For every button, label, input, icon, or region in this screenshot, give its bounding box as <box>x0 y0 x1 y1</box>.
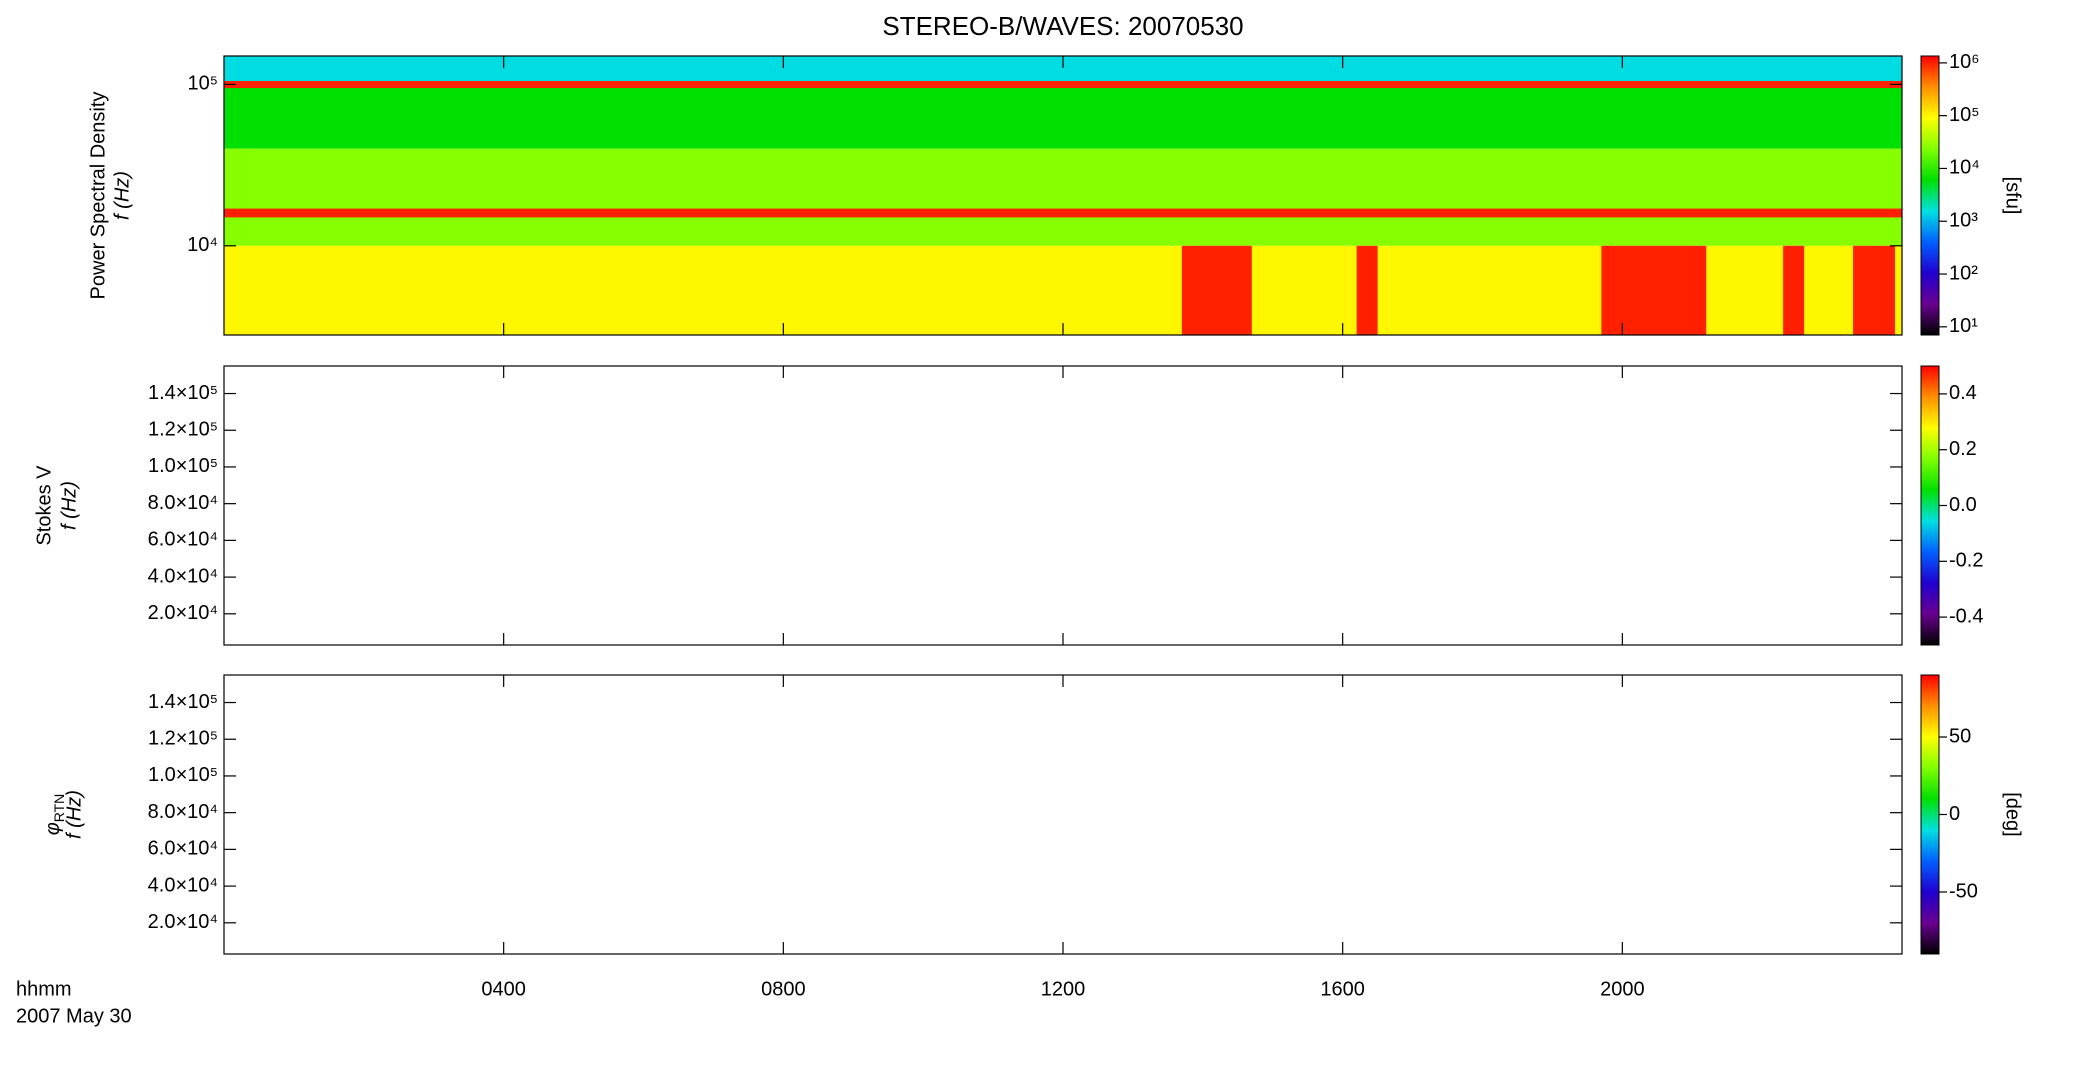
x-tick-label: 1600 <box>1320 978 1365 1000</box>
colorbar-tick-label: -0.2 <box>1949 550 1983 572</box>
y-tick-label: 1.4×10⁵ <box>148 691 218 713</box>
colorbar-label: [sfu] <box>2002 177 2024 215</box>
y-tick-label: 6.0×10⁴ <box>148 529 218 551</box>
colorbar-tick-label: 10³ <box>1949 210 1978 232</box>
x-tick-label: 0400 <box>481 978 526 1000</box>
x-axis-label: hhmm <box>16 978 72 1000</box>
y-tick-label: 1.0×10⁵ <box>148 455 218 477</box>
x-tick-label: 1200 <box>1041 978 1086 1000</box>
y-tick-label: 4.0×10⁴ <box>148 565 218 587</box>
y-tick-label: 10⁵ <box>187 73 218 95</box>
spectrogram-cell <box>1601 245 1707 335</box>
x-axis-date: 2007 May 30 <box>16 1005 132 1027</box>
y-tick-label: 8.0×10⁴ <box>148 801 218 823</box>
y-axis-label: f (Hz) <box>58 481 80 530</box>
colorbar-tick-label: 10¹ <box>1949 315 1978 337</box>
y-axis-label: f (Hz) <box>63 790 85 839</box>
colorbar-tick-label: 0.4 <box>1949 382 1977 404</box>
colorbar-label: [deg] <box>2002 792 2024 836</box>
plot-frame <box>223 365 1903 646</box>
y-tick-label: 4.0×10⁴ <box>148 874 218 896</box>
colorbar-tick-label: -0.4 <box>1949 605 1983 627</box>
spectrogram-cell <box>224 84 1902 149</box>
colorbar-tick-label: 0.0 <box>1949 494 1977 516</box>
y-axis-label: Stokes V <box>33 465 55 546</box>
colorbar <box>1920 365 1940 646</box>
colorbar <box>1920 55 1940 336</box>
y-axis-label: φRTN <box>42 794 66 836</box>
colorbar-tick-label: -50 <box>1949 880 1978 902</box>
y-tick-label: 6.0×10⁴ <box>148 838 218 860</box>
y-tick-label: 8.0×10⁴ <box>148 492 218 514</box>
x-tick-label: 0800 <box>761 978 806 1000</box>
colorbar-tick-label: 50 <box>1949 725 1971 747</box>
plot-frame <box>223 674 1903 955</box>
spectrogram-cell <box>1853 245 1896 335</box>
colorbar-tick-label: 0.2 <box>1949 438 1977 460</box>
y-tick-label: 1.0×10⁵ <box>148 764 218 786</box>
colorbar-tick-label: 10⁴ <box>1949 157 1980 179</box>
colorbar-tick-label: 10² <box>1949 262 1978 284</box>
subscript: RTN <box>51 794 67 823</box>
spectrogram-cell <box>1181 245 1252 335</box>
symbol: φ <box>42 822 64 835</box>
colorbar-tick-label: 0 <box>1949 803 1960 825</box>
y-tick-label: 10⁴ <box>187 234 218 256</box>
y-tick-label: 1.4×10⁵ <box>148 382 218 404</box>
y-axis-label: f (Hz) <box>111 171 133 220</box>
spectrogram-cell <box>224 148 1902 246</box>
x-tick-label: 2000 <box>1600 978 1645 1000</box>
colorbar-tick-label: 10⁶ <box>1949 51 1979 73</box>
spectrogram-cell <box>224 80 1902 89</box>
y-tick-label: 1.2×10⁵ <box>148 728 218 750</box>
chart-title: STEREO-B/WAVES: 20070530 <box>882 11 1243 41</box>
y-axis-label: Power Spectral Density <box>87 92 109 300</box>
colorbar <box>1920 674 1940 955</box>
spectrogram-cell <box>224 208 1902 218</box>
spectrogram-cell <box>1783 245 1805 335</box>
y-tick-label: 2.0×10⁴ <box>148 602 218 624</box>
colorbar-tick-label: 10⁵ <box>1949 104 1980 126</box>
y-tick-label: 1.2×10⁵ <box>148 419 218 441</box>
spectrogram-cell <box>1356 245 1378 335</box>
y-tick-label: 2.0×10⁴ <box>148 911 218 933</box>
